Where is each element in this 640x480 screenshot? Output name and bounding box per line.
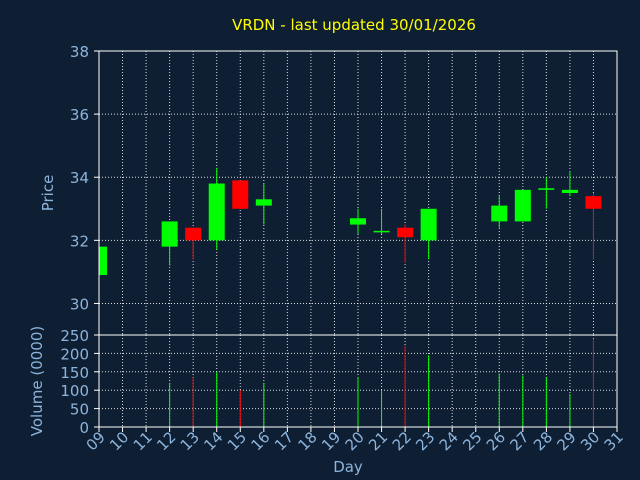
x-tick-label: 31 <box>601 428 627 454</box>
candle-body <box>420 208 437 241</box>
volume-tick-label: 150 <box>60 364 89 382</box>
x-tick-labels: 0910111213141516171819202122232425262728… <box>83 428 627 454</box>
candle-body <box>397 227 414 238</box>
chart-title: VRDN - last updated 30/01/2026 <box>232 16 476 34</box>
x-tick-label: 11 <box>130 428 156 454</box>
x-tick-label: 26 <box>483 428 509 454</box>
x-tick-label: 25 <box>459 428 485 454</box>
candle-body <box>185 227 202 241</box>
price-tick-labels: 30 32 34 36 38 <box>70 43 89 313</box>
x-tick-label: 15 <box>224 428 250 454</box>
candle-body <box>538 188 555 190</box>
price-axis-label: Price <box>39 175 57 212</box>
x-tick-label: 28 <box>530 428 556 454</box>
candle-body <box>561 189 578 193</box>
x-tick-label: 19 <box>318 428 344 454</box>
volume-panel-frame <box>98 334 618 428</box>
price-tick-label: 30 <box>70 295 89 313</box>
x-tick-label: 10 <box>106 428 132 454</box>
x-tick-label: 21 <box>365 428 391 454</box>
x-tick-label: 20 <box>342 428 368 454</box>
candles <box>98 167 602 276</box>
x-tick-label: 23 <box>412 428 438 454</box>
x-tick-label: 16 <box>247 428 273 454</box>
candle-body <box>373 230 390 233</box>
candle-body <box>99 246 107 276</box>
price-tick-label: 34 <box>70 169 89 187</box>
candle-body <box>491 205 508 222</box>
volume-grid <box>94 334 618 432</box>
x-tick-label: 27 <box>506 428 532 454</box>
x-tick-label: 18 <box>295 428 321 454</box>
volume-axis-label: Volume (0000) <box>28 326 46 436</box>
candle-body <box>585 196 602 209</box>
x-tick-label: 14 <box>200 428 226 454</box>
candle-body <box>208 183 225 241</box>
x-tick-label: 24 <box>436 428 462 454</box>
x-tick-label: 13 <box>177 428 203 454</box>
candle-body <box>232 180 249 209</box>
x-axis-label: Day <box>333 458 363 476</box>
x-tick-label: 17 <box>271 428 297 454</box>
volume-tick-label: 0 <box>79 419 89 437</box>
candle-body <box>255 199 272 206</box>
volume-tick-label: 200 <box>60 345 89 363</box>
price-tick-label: 36 <box>70 106 89 124</box>
volume-tick-label: 50 <box>70 401 89 419</box>
candle-body <box>161 221 178 247</box>
price-grid <box>94 50 618 335</box>
candle-body <box>514 189 531 222</box>
x-tick-label: 22 <box>389 428 415 454</box>
price-tick-label: 32 <box>70 232 89 250</box>
volume-bars <box>169 338 594 427</box>
x-tick-label: 12 <box>153 428 179 454</box>
price-tick-label: 38 <box>70 43 89 61</box>
volume-tick-label: 250 <box>60 327 89 345</box>
candle-body <box>350 218 366 225</box>
x-tick-label: 29 <box>554 428 580 454</box>
volume-tick-label: 100 <box>60 382 89 400</box>
x-tick-label: 30 <box>577 428 603 454</box>
